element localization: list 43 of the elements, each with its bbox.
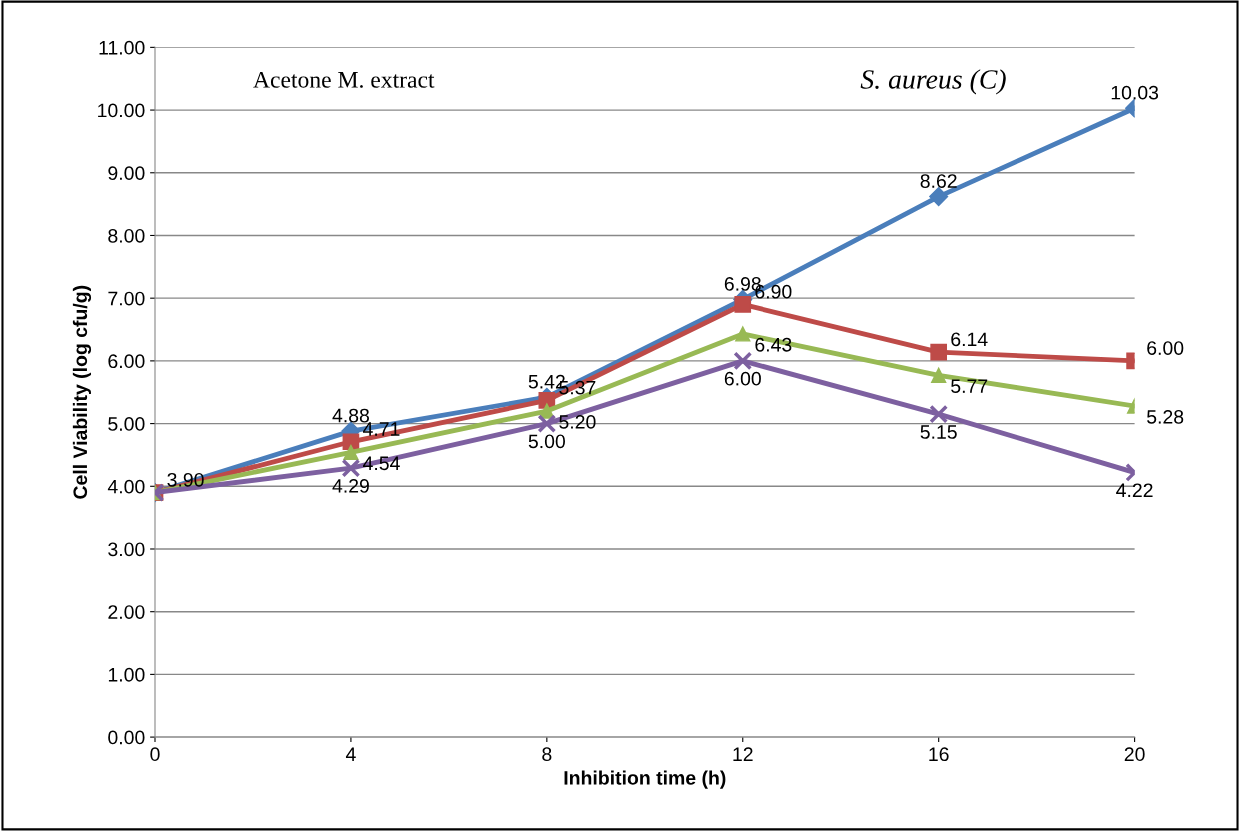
- y-tick-label: 10.00: [98, 103, 145, 118]
- point: [343, 444, 359, 461]
- point: [342, 433, 360, 451]
- x-tick-label: 12: [733, 747, 753, 761]
- y-tick-label: 3.00: [108, 542, 145, 557]
- data-label: 4.22: [1116, 483, 1153, 497]
- y-axis-title: Cell Viability (log cfu/g): [72, 285, 92, 499]
- data-label: 5.28: [1147, 409, 1184, 424]
- data-label: 5.00: [528, 434, 565, 449]
- data-label: 6.00: [724, 371, 761, 386]
- y-tick-label: 1.00: [108, 667, 145, 682]
- data-label: 10.03: [1111, 85, 1159, 100]
- data-label: 5.77: [951, 379, 988, 394]
- point: [733, 351, 753, 371]
- y-tick-label: 8.00: [108, 228, 145, 243]
- y-tick-label: 11.00: [99, 40, 145, 55]
- y-tick-label: 6.00: [108, 354, 145, 369]
- y-tick-label: 0.00: [108, 730, 145, 745]
- data-label: 6.43: [755, 337, 792, 352]
- data-label: 6.00: [1147, 341, 1184, 355]
- y-tick-label: 2.00: [108, 605, 145, 619]
- annotation: Acetone M. extract: [253, 71, 435, 88]
- point: [537, 414, 557, 433]
- data-label: 5.15: [920, 425, 957, 439]
- point: [735, 326, 751, 342]
- y-tick-label: 5.00: [108, 417, 145, 431]
- x-tick-label: 8: [542, 747, 552, 762]
- x-tick-label: 0: [150, 747, 160, 762]
- data-label: 8.62: [920, 174, 957, 188]
- data-label: 4.29: [332, 479, 369, 493]
- point: [341, 458, 361, 478]
- y-tick-label: 4.00: [107, 479, 145, 494]
- x-tick-label: 4: [345, 747, 356, 761]
- data-label: 4.88: [332, 408, 369, 423]
- x-axis-title: Inhibition time (h): [564, 770, 726, 789]
- y-tick-label: 7.00: [108, 291, 145, 306]
- data-label: 5.20: [559, 414, 596, 429]
- annotation: S. aureus (C): [860, 69, 1006, 95]
- x-tick-label: 20: [1124, 747, 1145, 762]
- x-tick-label: 16: [929, 747, 949, 762]
- y-tick-label: 9.00: [108, 166, 145, 181]
- point: [734, 296, 752, 313]
- data-label: 6.14: [951, 332, 988, 347]
